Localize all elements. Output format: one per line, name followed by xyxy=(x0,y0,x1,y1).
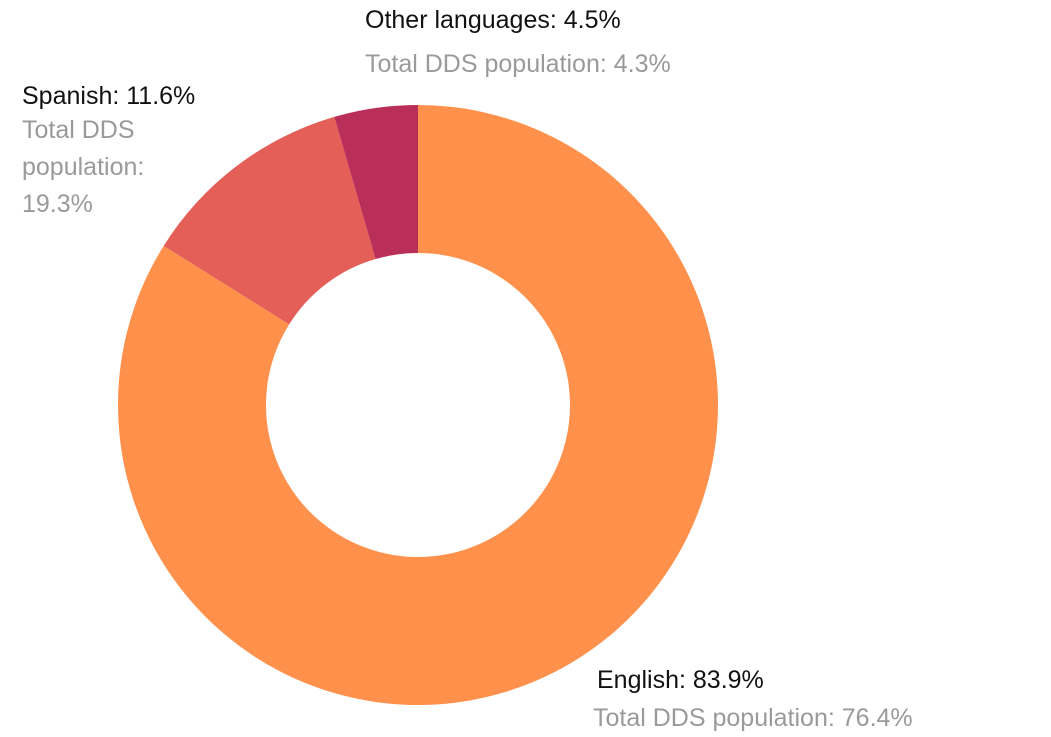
slice-label: Spanish: 11.6% xyxy=(22,82,196,110)
slice-label: Other languages: 4.5% xyxy=(365,6,621,34)
population-label: Total DDS population: 19.3% xyxy=(22,116,145,218)
donut-slice xyxy=(334,105,418,260)
donut-slice xyxy=(163,116,376,325)
slice-label: English: 83.9% xyxy=(597,666,764,694)
population-label: Total DDS population: 76.4% xyxy=(593,704,913,732)
donut-slice xyxy=(118,105,719,705)
population-label: Total DDS population: 4.3% xyxy=(365,50,671,78)
